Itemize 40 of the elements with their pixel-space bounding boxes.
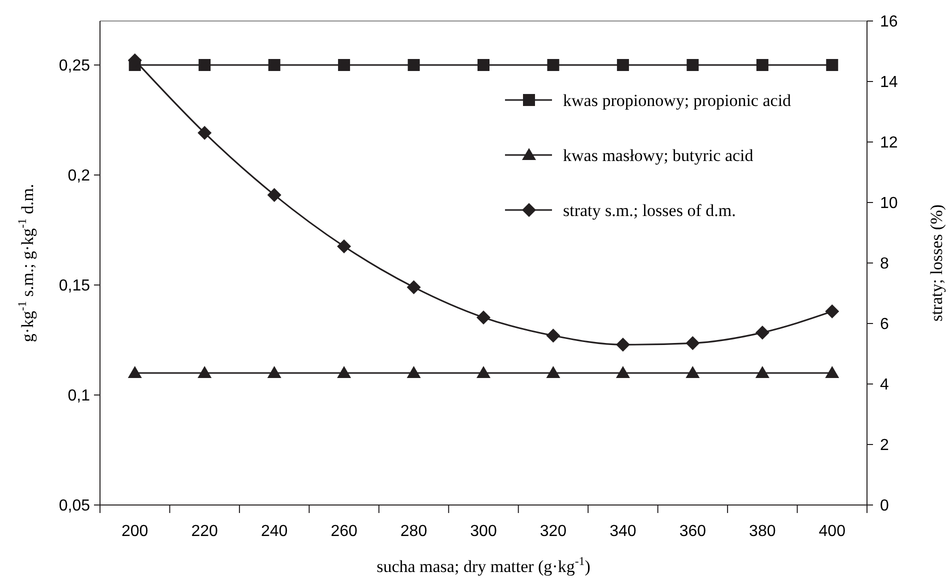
y2-tick-label: 16 <box>880 14 898 31</box>
y2-tick-label: 4 <box>880 376 889 394</box>
point <box>616 338 630 352</box>
y2-tick-label: 10 <box>880 195 898 212</box>
y-tick-label: 0,05 <box>58 498 90 515</box>
point <box>406 280 421 294</box>
point <box>755 326 770 340</box>
x-tick-label: 220 <box>191 523 218 540</box>
y-tick-label: 0,25 <box>58 58 90 75</box>
point <box>476 310 490 324</box>
x-tick-label: 320 <box>540 523 567 540</box>
y2-tick-label: 0 <box>880 498 889 515</box>
legend-label: kwas masłowy; butyric acid <box>563 146 754 165</box>
x-tick-label: 360 <box>679 523 706 540</box>
y2-tick-label: 8 <box>880 256 889 273</box>
y-tick-label: 0,2 <box>68 168 90 185</box>
point <box>198 126 212 140</box>
x-tick-label: 300 <box>470 523 497 540</box>
x-tick-label: 260 <box>330 523 358 540</box>
point <box>267 188 282 202</box>
x-tick-label: 280 <box>400 523 428 540</box>
y2-tick-label: 12 <box>880 134 898 152</box>
y2-axis-title: straty; losses (%) <box>927 204 946 322</box>
x-tick-label: 240 <box>260 523 288 540</box>
x-tick-label: 200 <box>122 523 148 540</box>
y2-tick-label: 14 <box>880 74 898 92</box>
y2-tick-label: 6 <box>880 316 889 334</box>
x-tick-label: 400 <box>818 523 846 540</box>
point <box>686 336 700 350</box>
point <box>825 304 840 318</box>
x-tick-label: 380 <box>749 523 776 540</box>
x-axis-title: sucha masa; dry matter (g·kg$^{-1}$) <box>376 554 590 576</box>
y-tick-label: 0,1 <box>68 388 90 405</box>
y2-tick-label: 2 <box>880 437 889 454</box>
point <box>546 328 560 343</box>
legend-label: kwas propionowy; propionic acid <box>563 90 792 110</box>
y-tick-label: 0,15 <box>58 278 90 295</box>
point <box>337 239 352 254</box>
legend-label: straty s.m.; losses of d.m. <box>563 200 736 220</box>
x-tick-label: 340 <box>610 523 636 540</box>
